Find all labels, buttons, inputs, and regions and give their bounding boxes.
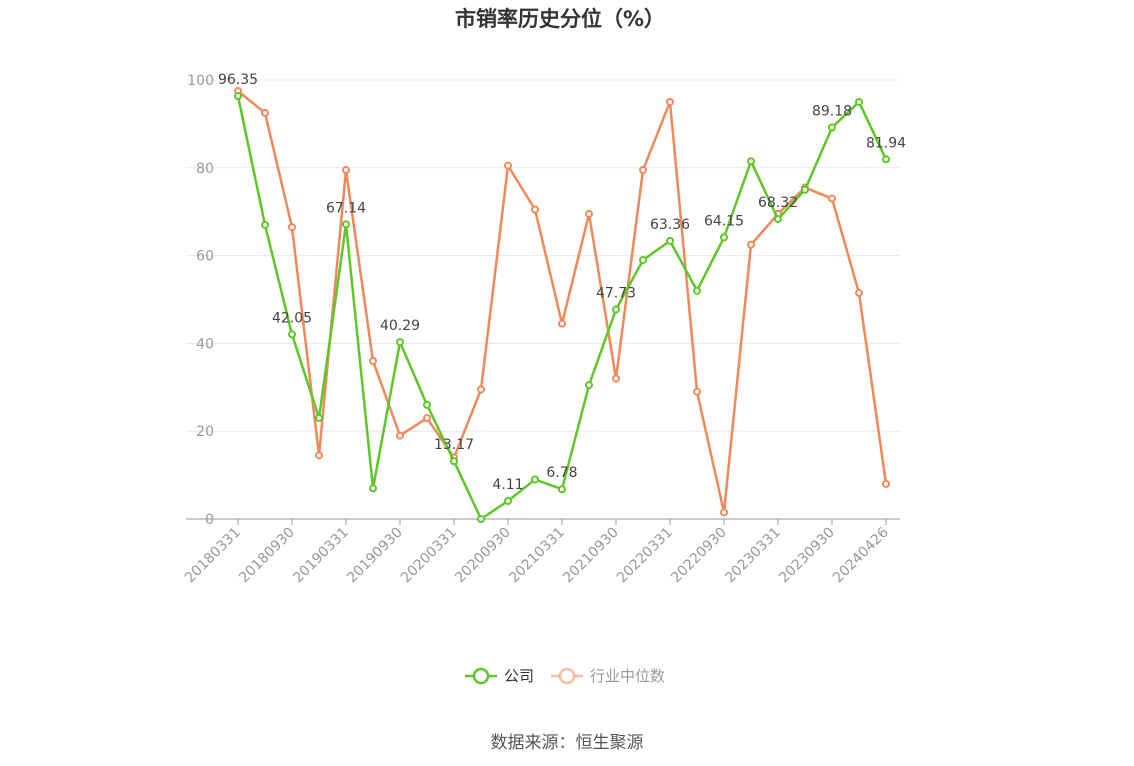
grid-lines <box>186 79 900 432</box>
data-point[interactable] <box>261 108 269 117</box>
data-point[interactable] <box>504 496 512 505</box>
data-point[interactable] <box>450 457 458 466</box>
y-tick-label: 80 <box>196 161 214 177</box>
data-point[interactable] <box>720 508 728 517</box>
data-point[interactable] <box>855 97 863 106</box>
data-label: 13.17 <box>434 437 474 453</box>
data-point[interactable] <box>369 484 377 493</box>
x-tick-label: 20200930 <box>452 525 514 587</box>
data-point[interactable] <box>639 255 647 264</box>
legend-label: 行业中位数 <box>590 667 665 685</box>
series-line-0 <box>236 95 888 521</box>
x-tick-label: 20240426 <box>830 524 892 586</box>
data-point[interactable] <box>882 155 890 164</box>
legend-marker-icon <box>472 667 490 685</box>
y-tick-label: 40 <box>196 336 214 352</box>
data-point[interactable] <box>585 381 593 390</box>
data-point[interactable] <box>558 319 566 328</box>
data-label: 89.18 <box>812 103 852 119</box>
data-label: 64.15 <box>704 213 744 229</box>
data-point[interactable] <box>504 161 512 170</box>
data-point[interactable] <box>828 194 836 203</box>
data-point[interactable] <box>423 400 431 409</box>
data-point[interactable] <box>315 451 323 460</box>
data-point[interactable] <box>747 240 755 249</box>
data-point[interactable] <box>342 165 350 174</box>
data-point[interactable] <box>747 157 755 166</box>
x-tick-label: 20190930 <box>344 525 406 587</box>
series-layer <box>234 86 890 523</box>
data-point[interactable] <box>396 338 404 347</box>
data-point[interactable] <box>288 330 296 339</box>
data-point[interactable] <box>828 123 836 132</box>
data-label: 63.36 <box>650 217 690 233</box>
data-point[interactable] <box>396 431 404 440</box>
data-label: 81.94 <box>866 135 906 151</box>
data-point[interactable] <box>693 387 701 396</box>
data-point[interactable] <box>855 288 863 297</box>
x-tick-label: 20220331 <box>614 525 676 587</box>
data-point[interactable] <box>720 233 728 242</box>
data-point[interactable] <box>585 209 593 218</box>
data-label: 67.14 <box>326 200 366 216</box>
legend-label: 公司 <box>504 667 534 685</box>
data-point[interactable] <box>801 185 809 194</box>
y-tick-label: 20 <box>196 424 214 440</box>
data-point[interactable] <box>342 220 350 229</box>
x-tick-label: 20200331 <box>398 525 460 587</box>
data-point[interactable] <box>666 236 674 245</box>
y-tick-label: 100 <box>187 73 214 89</box>
x-tick-label: 20210331 <box>506 525 568 587</box>
data-point[interactable] <box>558 485 566 494</box>
data-label: 40.29 <box>380 318 420 334</box>
x-tick-label: 20190331 <box>290 525 352 587</box>
data-label: 42.05 <box>272 310 312 326</box>
data-point[interactable] <box>369 356 377 365</box>
data-point[interactable] <box>423 414 431 423</box>
legend-marker-icon <box>558 667 576 685</box>
data-point[interactable] <box>234 92 242 101</box>
data-point[interactable] <box>774 215 782 224</box>
data-labels: 96.35 42.05 67.14 40.29 13.17 4.11 6.78 47.73 63… <box>218 72 906 493</box>
y-tick-label: 0 <box>205 512 214 528</box>
data-label: 4.11 <box>492 477 523 493</box>
data-label: 6.78 <box>546 465 577 481</box>
data-point[interactable] <box>477 515 485 523</box>
x-tick-label: 20230930 <box>776 525 838 587</box>
x-tick-label: 20230331 <box>722 525 784 587</box>
data-label: 96.35 <box>218 72 258 88</box>
x-tick-label: 20180331 <box>182 525 244 587</box>
x-tick-label: 20180930 <box>236 525 298 587</box>
data-point[interactable] <box>882 479 890 488</box>
data-point[interactable] <box>612 305 620 314</box>
data-point[interactable] <box>666 97 674 106</box>
data-point[interactable] <box>261 220 269 229</box>
y-tick-label: 60 <box>196 249 214 265</box>
data-point[interactable] <box>477 385 485 394</box>
data-point[interactable] <box>315 414 323 423</box>
legend[interactable]: 公司 行业中位数 <box>465 667 665 685</box>
data-point[interactable] <box>288 223 296 232</box>
data-label: 68.32 <box>758 195 798 211</box>
legend-item-1[interactable]: 行业中位数 <box>551 667 665 685</box>
legend-item-0[interactable]: 公司 <box>465 667 534 685</box>
data-point[interactable] <box>531 205 539 214</box>
source-note: 数据来源：恒生聚源 <box>491 733 644 753</box>
x-tick-label: 20220930 <box>668 525 730 587</box>
data-label: 47.73 <box>596 285 636 301</box>
data-point[interactable] <box>531 475 539 484</box>
data-point[interactable] <box>639 165 647 174</box>
x-tick-label: 20210930 <box>560 525 622 587</box>
data-point[interactable] <box>612 374 620 383</box>
data-point[interactable] <box>693 286 701 295</box>
chart-title: 市销率历史分位（%） <box>455 7 665 31</box>
